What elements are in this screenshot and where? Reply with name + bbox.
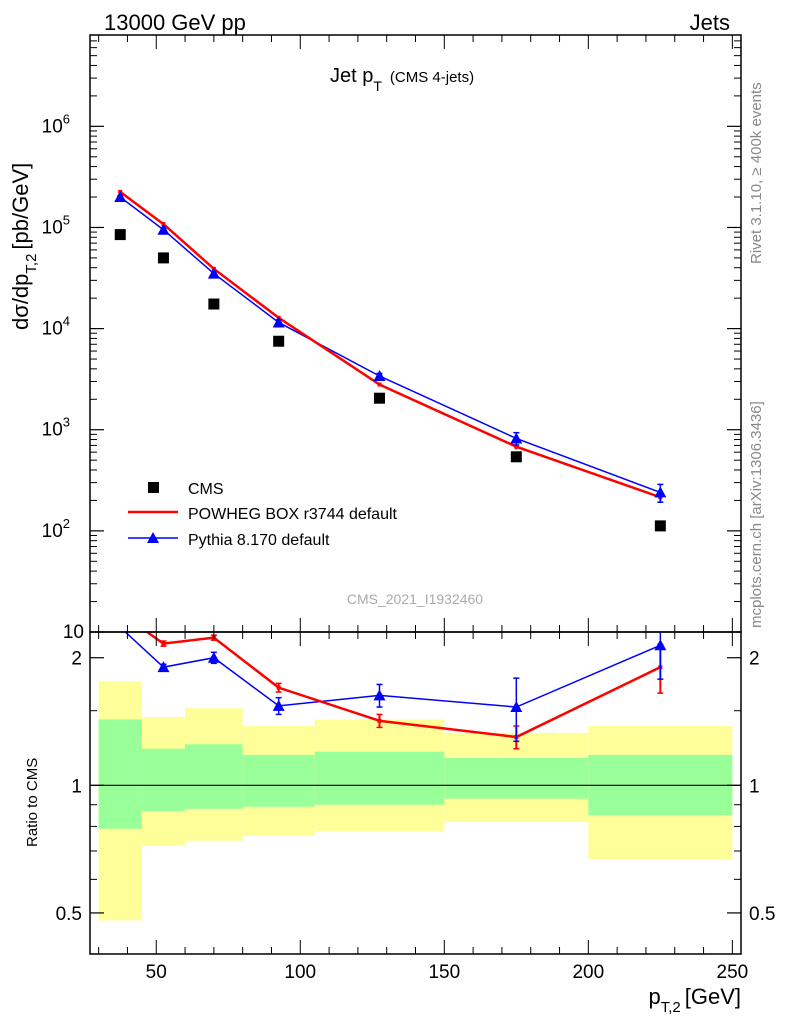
powheg-main-point	[377, 382, 382, 387]
x-tick-label: 200	[572, 962, 604, 983]
ratio-inner-uncertainty-band	[242, 754, 315, 807]
main-y-axis-label-unit: [pb/GeV]	[8, 163, 33, 250]
powheg-ratio-point	[276, 685, 281, 690]
x-axis-label-unit: [GeV]	[685, 984, 741, 1009]
main-y-tick-label: 103	[42, 415, 70, 441]
analysis-watermark: CMS_2021_I1932460	[347, 591, 483, 607]
main-y-tick-label: 102	[42, 516, 70, 542]
header-jets-label: Jets	[690, 10, 730, 35]
ratio-y-tick-label: 2	[71, 649, 82, 670]
legend-pythia-label: Pythia 8.170 default	[188, 532, 330, 549]
main-y-tick-exponent: 4	[63, 314, 70, 329]
ratio-y-axis-label: Ratio to CMS	[24, 758, 41, 847]
x-axis-label-subscript: T,2	[661, 999, 681, 1016]
main-title-note: (CMS 4-jets)	[390, 69, 474, 86]
pythia-ratio-point	[373, 689, 386, 701]
pythia-ratio-point	[114, 632, 127, 633]
legend-cms-marker	[148, 482, 159, 493]
main-y-tick-exponent: 2	[63, 516, 70, 531]
main-y-tick-label: 104	[42, 314, 70, 340]
rivet-version-label: Rivet 3.1.10, ≥ 400k events	[748, 82, 765, 264]
cms-data-point	[273, 335, 285, 347]
main-y-axis-label-text: dσ/dp	[8, 274, 33, 330]
ratio-inner-uncertainty-band	[98, 719, 142, 829]
pythia-main-point	[373, 369, 386, 381]
ratio-y-tick-label: 0.5	[56, 904, 82, 925]
pythia-main-point	[157, 223, 170, 235]
main-plot-marks	[114, 189, 667, 532]
powheg-main-point	[514, 444, 519, 449]
pythia-main-point	[510, 432, 523, 444]
main-y-tick-base: 10	[42, 521, 63, 542]
main-y-tick-exponent: 6	[63, 111, 70, 126]
cms-data-point	[157, 252, 169, 264]
main-title: Jet pT (CMS 4-jets)	[330, 65, 474, 94]
main-y-tick-exponent: 5	[63, 212, 70, 227]
cms-data-point	[373, 392, 385, 404]
x-axis-label: pT,2 [GeV]	[648, 984, 741, 1016]
ratio-y-tick-label-right: 2	[749, 649, 760, 670]
main-y-tick-base: 10	[42, 217, 63, 238]
cms-data-point	[114, 229, 126, 241]
main-title-subscript: T	[373, 78, 382, 94]
ratio-axis-ticks: 0.5 0.51 12 250 100 150 200 250	[56, 632, 775, 983]
legend-cms-label: CMS	[188, 481, 224, 498]
main-y-axis-label-subscript: T,2	[23, 254, 40, 274]
main-title-text: Jet p	[330, 65, 373, 87]
pythia-ratio-point	[654, 639, 667, 651]
mcplots-reference-label: mcplots.cern.ch [arXiv:1306.3436]	[748, 401, 765, 628]
cms-data-point	[654, 520, 666, 532]
pythia-ratio-point	[510, 701, 523, 713]
ratio-y-tick-label: 1	[71, 776, 82, 797]
legend-powheg-label: POWHEG BOX r3744 default	[188, 506, 398, 523]
ratio-inner-uncertainty-band	[444, 758, 589, 799]
powheg-ratio-point	[161, 641, 166, 646]
x-axis-label-text: p	[648, 984, 660, 1009]
main-y-tick-exponent: 3	[63, 415, 70, 430]
ratio-y-tick-label-right: 1	[749, 776, 760, 797]
ratio-panel: 0.5 0.51 12 250 100 150 200 250 Ratio to CMS pT…	[24, 611, 775, 1016]
pythia-ratio-point	[157, 661, 170, 673]
x-tick-label: 100	[284, 962, 316, 983]
main-y-tick-base: 10	[42, 319, 63, 340]
pythia-main-point	[272, 316, 285, 328]
x-tick-label: 50	[146, 962, 167, 983]
ratio-plot-marks	[90, 611, 741, 921]
cms-data-point	[510, 451, 522, 463]
cms-data-point	[208, 298, 220, 310]
powheg-main-line	[119, 190, 661, 499]
ratio-y-tick-label-right: 0.5	[749, 904, 775, 925]
powheg-ratio-point	[377, 718, 382, 723]
main-y-tick-label: 10	[63, 622, 84, 643]
x-tick-label: 150	[428, 962, 460, 983]
pythia-ratio-point	[207, 651, 220, 663]
main-y-tick-base: 10	[42, 420, 63, 441]
powheg-ratio-point	[118, 611, 122, 615]
main-y-tick-base: 10	[63, 622, 84, 643]
ratio-plot-frame	[89, 631, 742, 955]
pythia-main-line	[119, 196, 661, 494]
main-y-tick-base: 10	[42, 116, 63, 137]
pythia-main-point	[114, 191, 127, 203]
main-y-tick-label: 105	[42, 212, 70, 238]
main-y-tick-label: 106	[42, 111, 70, 137]
ratio-inner-uncertainty-band	[314, 751, 445, 805]
header-energy-label: 13000 GeV pp	[104, 10, 246, 35]
pythia-main-point	[654, 486, 667, 498]
pythia-main-point	[207, 267, 220, 279]
ratio-inner-uncertainty-band	[185, 744, 243, 809]
legend-pythia-marker	[147, 532, 159, 543]
x-tick-label: 250	[717, 962, 749, 983]
pythia-ratio-point	[272, 699, 285, 711]
main-y-axis-label: dσ/dpT,2 [pb/GeV]	[8, 163, 40, 330]
ratio-inner-uncertainty-band	[141, 748, 186, 811]
legend: CMS POWHEG BOX r3744 default Pythia 8.17…	[128, 481, 398, 549]
